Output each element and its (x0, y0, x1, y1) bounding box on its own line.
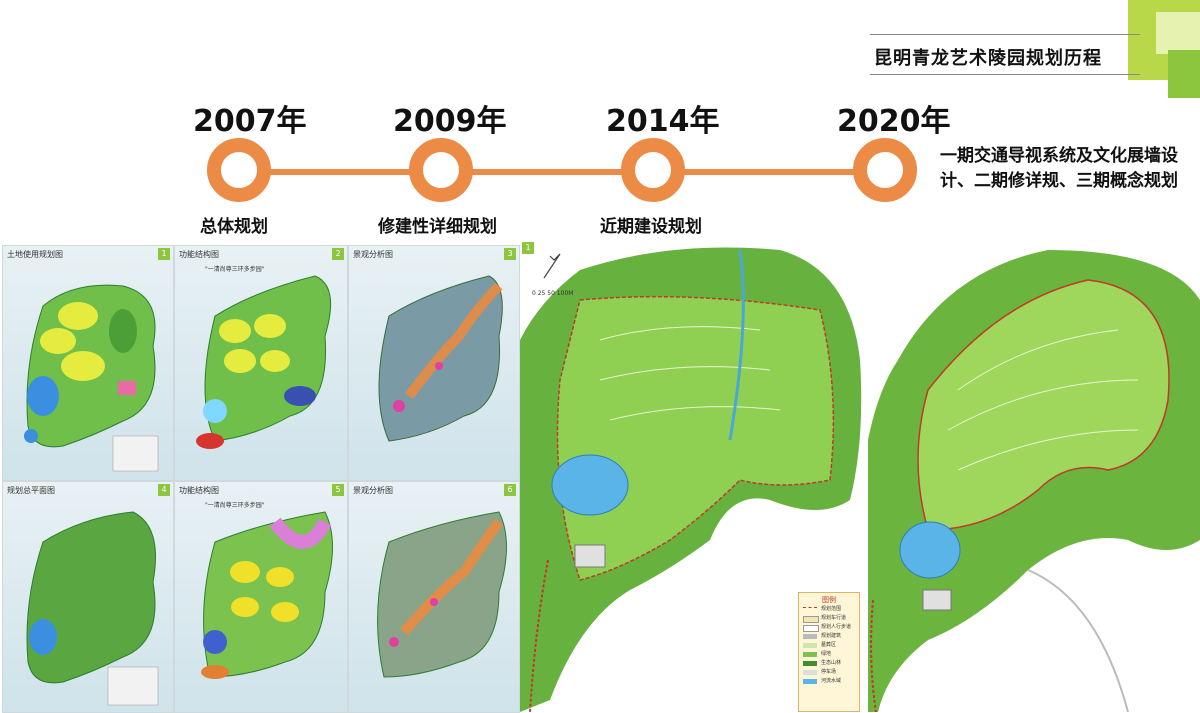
thumbnail-title: 土地使用规划图 (7, 250, 63, 259)
legend-item: 规划建筑 (799, 632, 859, 641)
thumbnail-number: 3 (504, 248, 516, 260)
thumbnail-title: 景观分析图 (353, 486, 393, 495)
plan-illustration (201, 511, 333, 679)
header-divider-bottom (870, 74, 1140, 75)
thumbnail-number: 1 (158, 248, 170, 260)
plan-illustration (520, 247, 862, 712)
header-divider-top (870, 34, 1140, 35)
legend-item: 规划人行步道 (799, 623, 859, 632)
thumbnail-function-structure-2: 功能结构图 "一清尚尊三环多步园" 5 (174, 481, 348, 713)
corner-decoration-light (1156, 12, 1200, 54)
thumbnail-title: 功能结构图 (179, 486, 219, 495)
timeline-connector (270, 169, 420, 175)
plan-illustration (378, 275, 503, 442)
timeline-node (621, 138, 685, 202)
legend-item: 规划范围 (799, 605, 859, 614)
thumbnail-number: 4 (158, 484, 170, 496)
plan-illustration (24, 284, 159, 472)
legend-item: 规划车行道 (799, 614, 859, 623)
legend-item: 停车场 (799, 668, 859, 677)
thumbnail-landscape-analysis: 景观分析图 3 (348, 245, 520, 481)
timeline-year-2007: 2007年 (193, 104, 307, 139)
legend-title: 图例 (822, 596, 836, 604)
map-number: 1 (522, 242, 534, 254)
thumbnail-title: 功能结构图 (179, 250, 219, 259)
timeline-year-2009: 2009年 (393, 104, 507, 139)
timeline-description-2020: 一期交通导视系统及文化展墙设计、二期修详规、三期概念规划 (940, 146, 1178, 191)
timeline-year-2014: 2014年 (606, 104, 720, 139)
legend-item: 绿地 (799, 650, 859, 659)
timeline-node (853, 138, 917, 202)
legend-item: 河流水域 (799, 677, 859, 686)
thumbnail-slogan: "一清尚尊三环多步园" (205, 266, 265, 273)
timeline-year-2020: 2020年 (837, 104, 951, 139)
plan-illustration (26, 511, 159, 706)
timeline-connector (680, 169, 870, 175)
timeline-label-short-term-plan: 近期建设规划 (600, 217, 702, 237)
timeline-label-detailed-plan: 修建性详细规划 (378, 217, 497, 237)
thumbnail-number: 5 (332, 484, 344, 496)
plan-illustration (377, 511, 507, 678)
legend-item: 生态山林 (799, 659, 859, 668)
thumbnail-land-use-plan: 土地使用规划图 1 (2, 245, 174, 481)
map-scale: 0 25 50 100M (532, 290, 574, 297)
timeline-node (207, 138, 271, 202)
document-title: 昆明青龙艺术陵园规划历程 (874, 48, 1102, 69)
thumbnail-function-structure: 功能结构图 "一清尚尊三环多步园" 2 (174, 245, 348, 481)
corner-decoration-dark (1168, 50, 1200, 98)
timeline-connector (470, 169, 630, 175)
timeline-label-master-plan: 总体规划 (200, 217, 268, 237)
map-legend: 图例 规划范围 规划车行道 规划人行步道 规划建筑 墓葬区 绿地 生态山林 停车… (798, 592, 860, 712)
plan-illustration (196, 275, 332, 449)
thumbnail-general-plan: 规划总平面图 4 (2, 481, 174, 713)
thumbnail-title: 景观分析图 (353, 250, 393, 259)
short-term-plan-map: 1 0 25 50 100M (520, 240, 865, 712)
thumbnail-number: 2 (332, 248, 344, 260)
phase-plan-2020-map (868, 240, 1200, 712)
thumbnail-number: 6 (504, 484, 516, 496)
legend-item: 墓葬区 (799, 641, 859, 650)
timeline-node (409, 138, 473, 202)
compass-icon (540, 250, 564, 282)
thumbnail-slogan: "一清尚尊三环多步园" (205, 502, 265, 509)
thumbnail-landscape-analysis-2: 景观分析图 6 (348, 481, 520, 713)
thumbnail-title: 规划总平面图 (7, 486, 55, 495)
plan-illustration (868, 250, 1200, 712)
